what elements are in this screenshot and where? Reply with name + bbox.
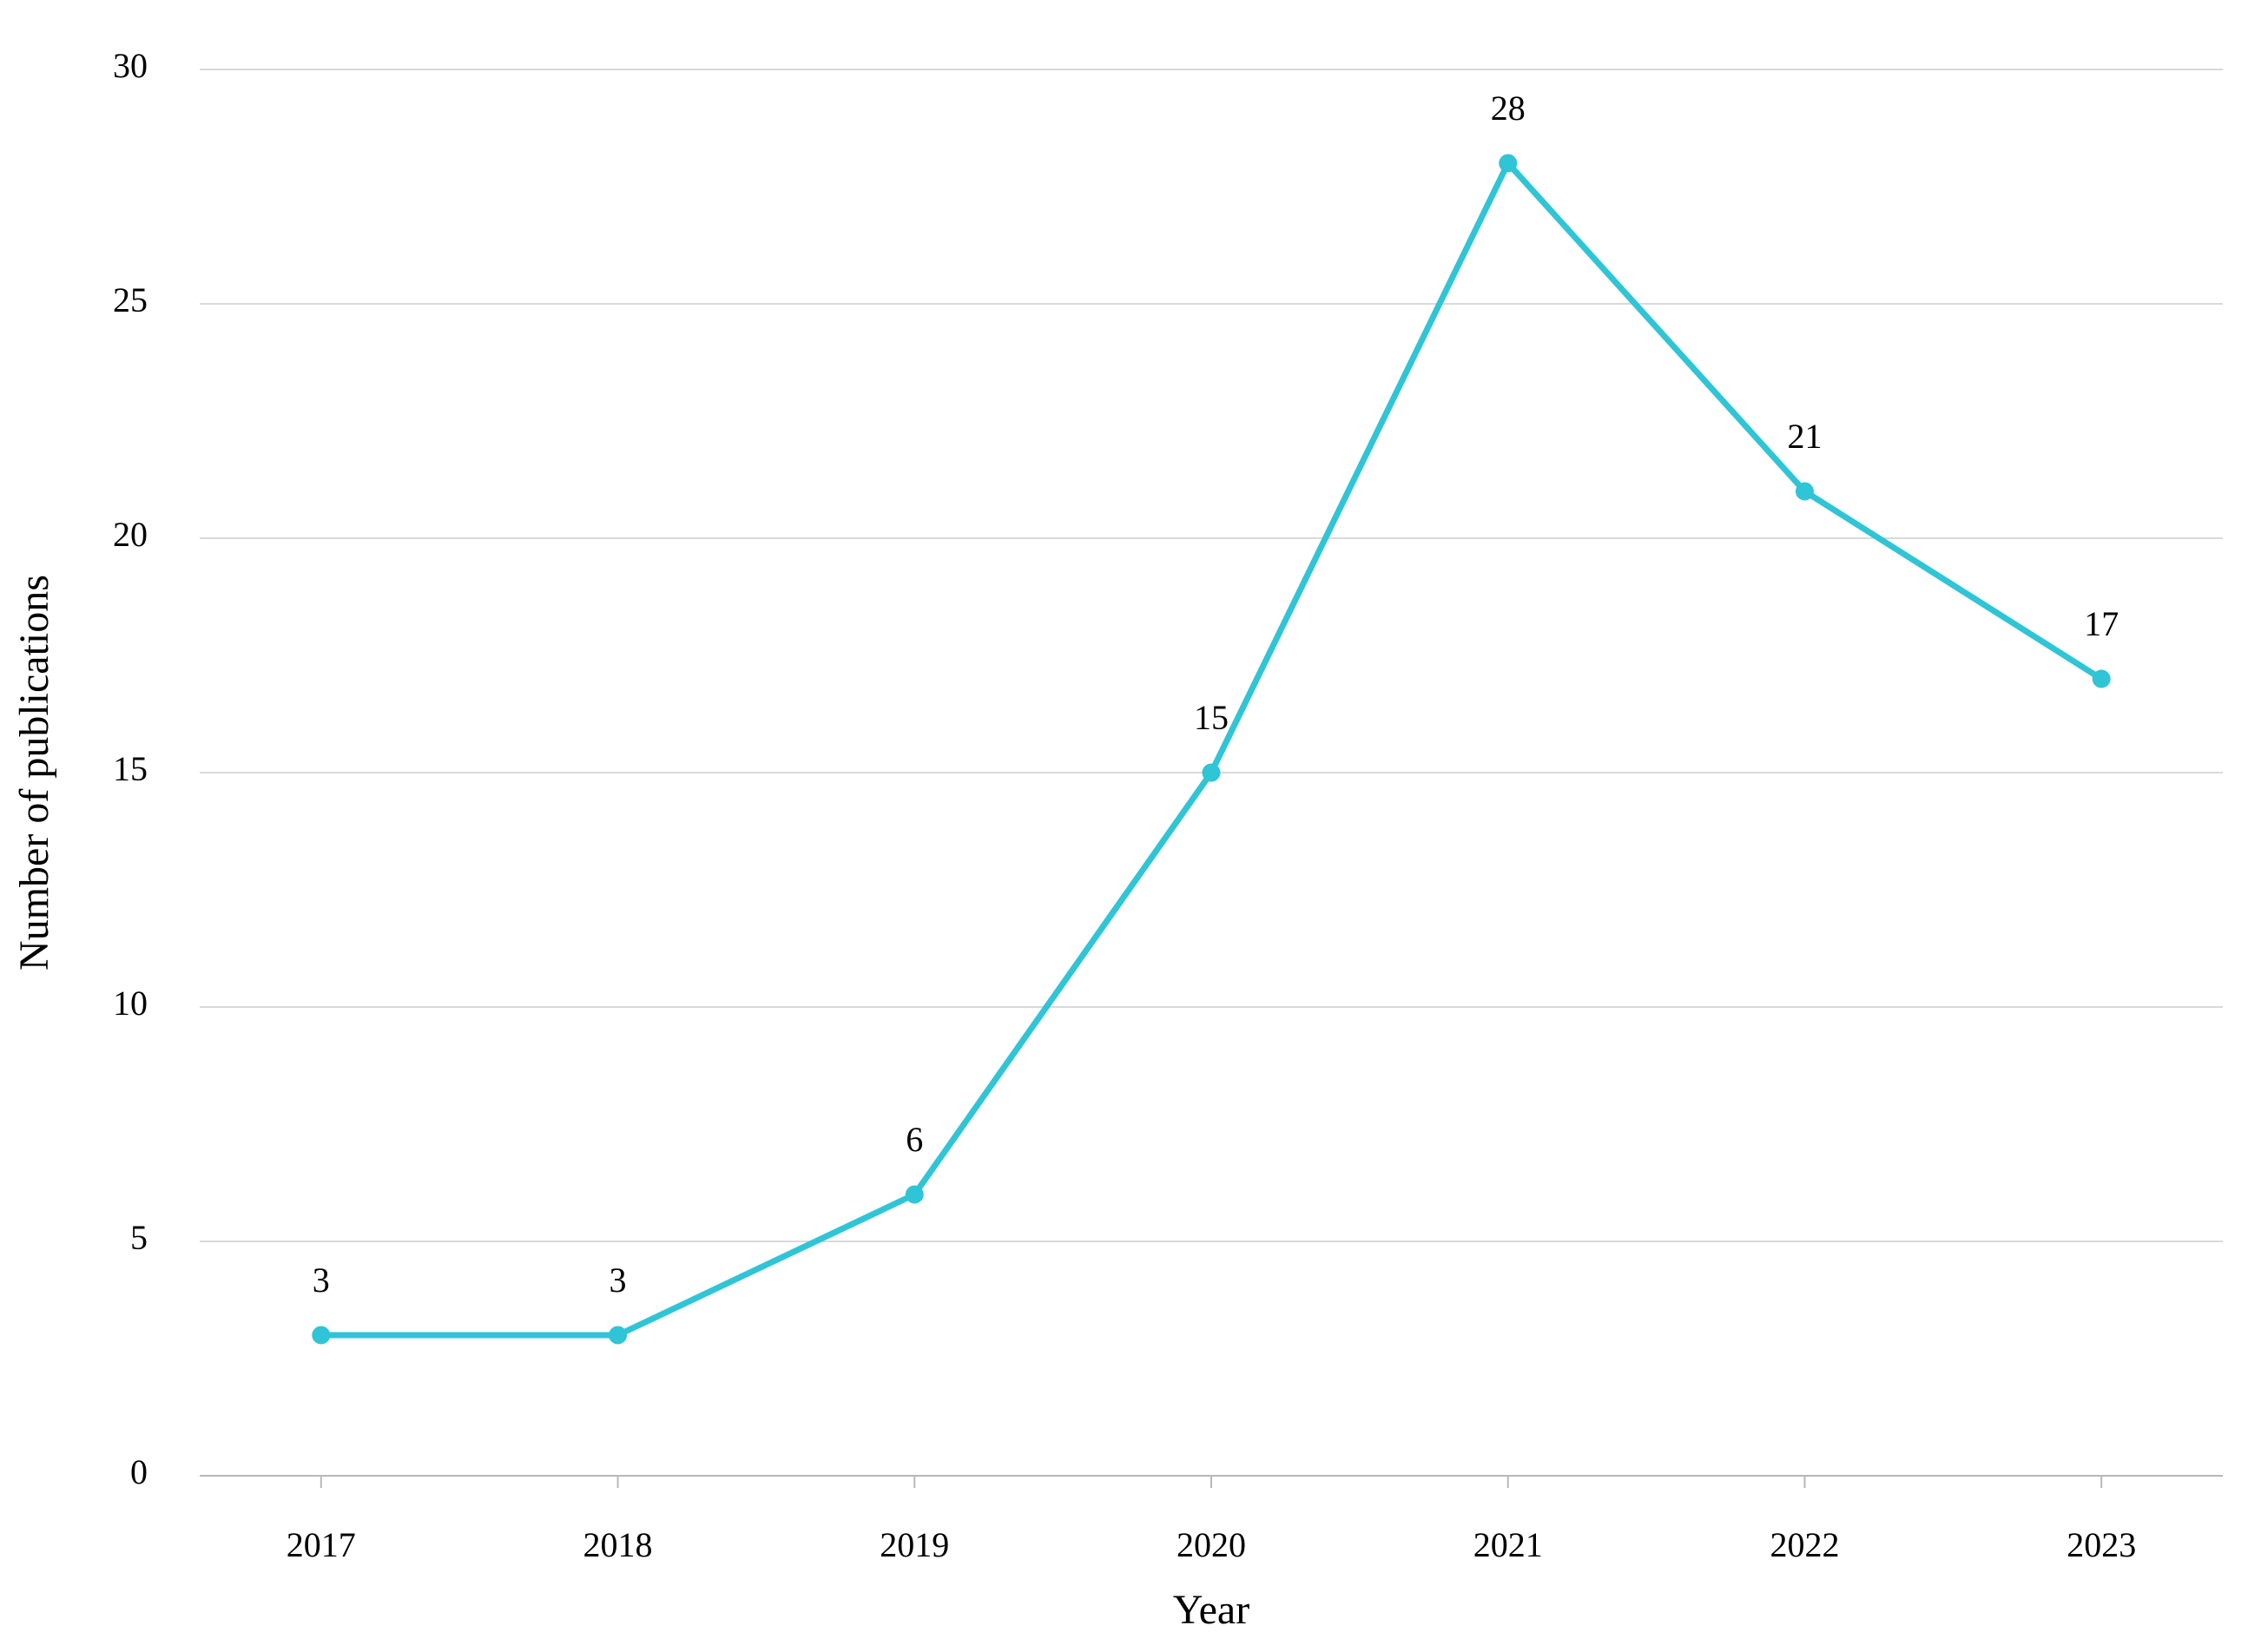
y-tick-label: 5 [130,1218,148,1257]
x-tick-label: 2017 [287,1525,356,1564]
data-marker [1203,764,1220,781]
data-label: 6 [906,1120,923,1159]
data-marker [1500,155,1517,172]
data-marker [1796,483,1813,500]
data-marker [2093,670,2110,688]
chart-background [0,0,2261,1652]
y-tick-label: 20 [113,515,148,554]
x-tick-label: 2020 [1177,1525,1246,1564]
data-label: 21 [1787,417,1822,456]
publications-line-chart: 0 5 10 15 20 25 30 2017 2018 2019 2020 2021 2022 2023… [0,0,2261,1652]
y-tick-label: 10 [113,984,148,1023]
data-marker [610,1326,627,1344]
y-tick-label: 0 [130,1452,148,1491]
data-label: 3 [313,1260,330,1300]
x-tick-label: 2019 [880,1525,949,1564]
x-tick-label: 2021 [1473,1525,1543,1564]
x-tick-label: 2018 [583,1525,653,1564]
data-marker [906,1186,923,1203]
data-label: 28 [1491,89,1526,128]
x-tick-label: 2022 [1770,1525,1839,1564]
data-label: 17 [2084,604,2119,643]
y-tick-label: 30 [113,46,148,85]
data-label: 3 [610,1260,627,1300]
y-tick-label: 15 [113,749,148,788]
y-axis-title: Number of publications [11,575,57,971]
x-tick-label: 2023 [2067,1525,2136,1564]
y-tick-label: 25 [113,280,148,319]
data-marker [313,1326,330,1344]
x-axis-title: Year [1173,1587,1249,1633]
data-label: 15 [1194,698,1229,737]
chart-svg: 0 5 10 15 20 25 30 2017 2018 2019 2020 2021 2022 2023… [0,0,2261,1652]
